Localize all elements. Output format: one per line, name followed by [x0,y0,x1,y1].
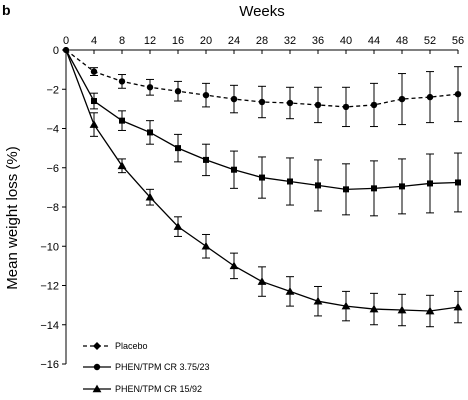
x-tick-label: 52 [424,35,436,47]
data-point [173,222,183,230]
data-point [397,305,407,314]
x-tick-label: 28 [256,35,268,47]
axes: 0 4 8 12 16 20 24 28 32 36 40 44 48 52 560−2−4−6−8−10−… [40,35,464,371]
data-point [343,186,349,193]
y-tick-label: −12 [40,281,59,293]
x-tick-label: 48 [396,35,408,47]
x-tick-label: 4 [91,35,97,47]
data-point [89,120,99,128]
x-tick-label: 20 [200,35,212,47]
legend: Placebo PHEN/TPM CR 3.75/23 PHEN/TPM CR 15… [83,341,210,394]
data-point [425,306,435,315]
data-point [117,161,127,170]
data-point [146,84,154,91]
y-tick-label: −10 [40,241,59,253]
x-tick-label: 56 [452,35,464,47]
y-tick-label: −6 [46,163,59,175]
legend-label: PHEN/TPM CR 3.75/23 [115,362,210,372]
legend-marker [93,363,101,371]
data-point [91,98,97,105]
data-point [285,286,295,295]
data-point [231,166,237,173]
x-tick-label: 12 [144,35,156,47]
data-point [371,185,377,192]
x-tick-label: 44 [368,35,380,47]
legend-item-2: PHEN/TPM CR 3.75/23 [83,362,210,372]
data-point [175,145,181,152]
data-point [258,98,266,106]
series-1 [63,47,462,128]
data-point [341,301,351,310]
x-axis-title: Weeks [239,3,285,20]
legend-item-1: Placebo [83,341,148,351]
data-point [259,174,265,181]
data-point [147,129,153,136]
y-tick-label: −16 [40,359,59,371]
data-point [257,277,267,285]
data-point [201,241,211,250]
data-point [453,302,463,311]
data-point [313,296,323,305]
data-point [174,88,182,95]
data-point [314,101,322,109]
data-point [203,156,209,163]
data-point [427,180,433,187]
x-tick-label: 24 [228,35,240,47]
series-3 [63,47,463,328]
data-point [342,103,350,111]
x-tick-label: 16 [172,35,184,47]
data-point [287,178,293,185]
data-point [63,47,69,53]
data-point [370,101,378,109]
x-tick-label: 8 [119,35,125,47]
legend-marker [93,342,101,350]
legend-label: PHEN/TPM CR 15/92 [115,384,202,394]
y-tick-label: −8 [46,202,59,214]
y-tick-label: 0 [53,45,59,57]
data-point [426,93,434,101]
data-point [145,192,155,201]
y-tick-label: −14 [40,320,59,332]
series-layer [63,47,463,328]
series-2 [63,47,462,217]
legend-marker [92,384,102,393]
data-point [398,95,406,103]
data-point [399,183,405,190]
legend-label: Placebo [115,341,148,351]
data-point [118,78,126,85]
data-point [90,68,98,75]
y-tick-label: −2 [46,84,59,96]
y-tick-label: −4 [46,124,59,136]
data-point [119,117,125,124]
y-axis-title: Mean weight loss (%) [4,146,21,289]
panel-label: b [2,2,11,18]
legend-item-3: PHEN/TPM CR 15/92 [83,384,202,394]
data-point [315,182,321,189]
data-point [230,95,238,103]
x-tick-label: 0 [63,35,69,47]
x-tick-label: 40 [340,35,352,47]
data-point [286,99,294,107]
x-tick-label: 36 [312,35,324,47]
data-point [202,91,210,99]
data-point [454,90,462,98]
data-point [369,304,379,313]
data-point [229,261,239,270]
data-point [455,179,461,186]
x-tick-label: 32 [284,35,296,47]
